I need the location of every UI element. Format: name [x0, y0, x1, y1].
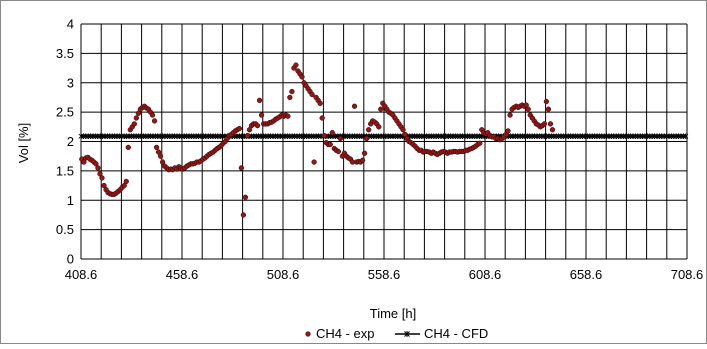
- legend-cfd-marker: [404, 331, 410, 337]
- exp-point: [299, 74, 305, 80]
- exp-point: [505, 128, 511, 134]
- y-tick-label: 1.5: [56, 163, 74, 178]
- exp-point: [157, 153, 164, 159]
- exp-point: [238, 165, 245, 171]
- exp-point: [329, 130, 335, 136]
- x-tick-label: 458.6: [166, 267, 199, 282]
- exp-point: [351, 103, 358, 109]
- y-tick-label: 4: [67, 17, 74, 32]
- exp-point: [289, 88, 295, 95]
- cfd-marker: [683, 133, 689, 140]
- x-tick-label: 608.6: [469, 267, 502, 282]
- x-tick-label: 558.6: [368, 267, 401, 282]
- y-tick-label: 2.5: [56, 105, 74, 120]
- exp-point: [321, 132, 327, 139]
- exp-point: [309, 91, 315, 98]
- exp-point: [335, 148, 341, 155]
- y-tick-label: 0.5: [56, 222, 74, 237]
- exp-series-layer: [79, 62, 556, 218]
- exp-point: [95, 165, 101, 171]
- exp-point: [359, 157, 366, 163]
- grid-layer: [80, 23, 688, 260]
- x-tick-label: 708.6: [671, 267, 704, 282]
- exp-point: [125, 144, 131, 151]
- exp-point: [477, 140, 483, 146]
- exp-point: [285, 113, 291, 119]
- exp-point: [133, 115, 139, 121]
- x-tick-label: 408.6: [65, 267, 98, 282]
- exp-point: [240, 212, 247, 218]
- exp-point: [153, 144, 160, 151]
- exp-point: [131, 121, 137, 127]
- exp-point: [151, 118, 158, 124]
- exp-point: [543, 98, 550, 105]
- exp-point: [525, 106, 531, 112]
- exp-point: [319, 115, 325, 121]
- exp-point: [541, 121, 548, 127]
- legend-exp-label: CH4 - exp: [316, 326, 375, 341]
- exp-point: [254, 122, 261, 129]
- exp-point: [545, 106, 552, 112]
- exp-point: [376, 124, 382, 130]
- x-axis-label: Time [h]: [370, 306, 416, 321]
- exp-point: [361, 150, 368, 156]
- exp-point: [317, 100, 323, 106]
- x-tick-label: 508.6: [267, 267, 300, 282]
- exp-point: [287, 94, 293, 101]
- exp-point: [236, 125, 243, 132]
- legend: CH4 - exp CH4 - CFD: [305, 326, 488, 341]
- exp-point: [242, 194, 249, 200]
- y-tick-label: 3.5: [56, 46, 74, 61]
- y-axis-label: Vol [%]: [16, 123, 31, 163]
- y-tick-label: 2: [67, 134, 74, 149]
- exp-point: [547, 121, 554, 127]
- exp-point: [258, 112, 265, 118]
- exp-point: [549, 127, 556, 133]
- legend-cfd-label: CH4 - CFD: [424, 326, 488, 341]
- exp-point: [337, 135, 344, 142]
- tick-label-layer: 0 0.5 1 1.5 2 2.5 3 3.5 4 408.6 458.6 508.6 558.6 608…: [56, 17, 703, 283]
- exp-point: [507, 112, 513, 118]
- exp-point: [256, 97, 263, 104]
- exp-point: [123, 178, 129, 185]
- exp-point: [327, 141, 333, 148]
- exp-point: [149, 112, 156, 118]
- legend-exp-marker: [305, 331, 311, 337]
- exp-point: [365, 127, 372, 133]
- exp-point: [378, 106, 384, 112]
- exp-point: [99, 175, 105, 181]
- exp-point: [400, 127, 406, 133]
- y-tick-label: 0: [67, 252, 74, 267]
- exp-point: [311, 159, 317, 165]
- cfd-series-layer: [78, 133, 689, 140]
- x-tick-label: 658.6: [570, 267, 603, 282]
- y-tick-label: 1: [67, 193, 74, 208]
- exp-point: [363, 135, 370, 142]
- y-tick-label: 3: [67, 75, 74, 90]
- exp-point: [293, 62, 299, 68]
- exp-point: [244, 132, 251, 139]
